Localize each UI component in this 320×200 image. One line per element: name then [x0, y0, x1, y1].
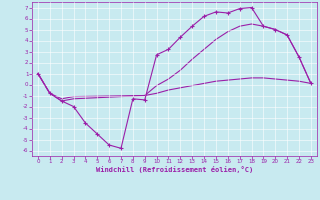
- X-axis label: Windchill (Refroidissement éolien,°C): Windchill (Refroidissement éolien,°C): [96, 166, 253, 173]
